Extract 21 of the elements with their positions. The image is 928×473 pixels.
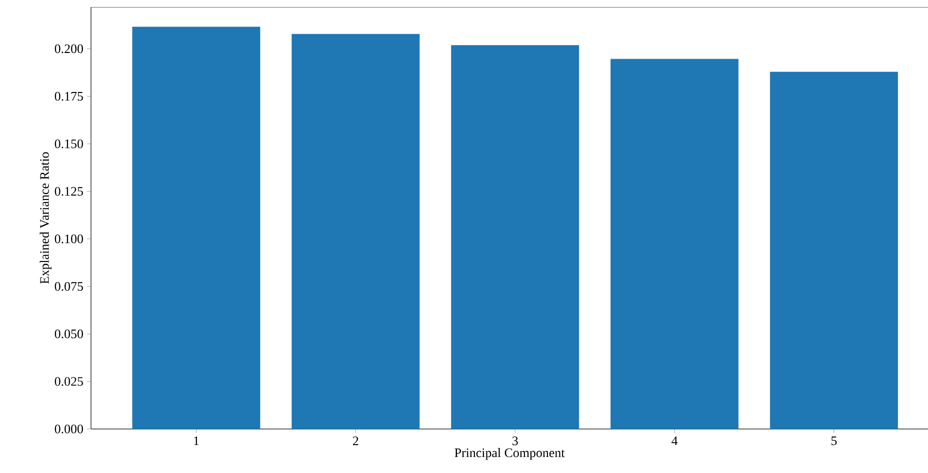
x-tick-label: 3	[512, 436, 518, 446]
y-tick-label: 0.075	[54, 282, 83, 291]
y-tick-label: 0.100	[54, 234, 83, 244]
y-tick-label: 0.000	[54, 424, 83, 434]
bar	[132, 26, 260, 429]
bar	[451, 45, 580, 429]
y-tick-label: 0.200	[54, 44, 83, 54]
x-tick-label: 4	[672, 436, 678, 446]
x-tick-label: 2	[352, 436, 358, 446]
x-tick-label: 5	[831, 436, 837, 446]
y-axis-title: Explained Variance Ratio	[40, 152, 52, 284]
bar	[610, 58, 738, 429]
y-tick-label: 0.175	[54, 92, 83, 101]
x-tick-label: 1	[194, 436, 199, 446]
y-tick-label: 0.025	[54, 377, 83, 386]
bar	[770, 72, 898, 429]
x-axis-title: Principal Component	[454, 448, 565, 460]
bar	[292, 34, 420, 429]
y-tick-label: 0.125	[54, 186, 83, 196]
y-tick-label: 0.150	[54, 139, 83, 148]
y-tick-label: 0.050	[54, 330, 83, 338]
